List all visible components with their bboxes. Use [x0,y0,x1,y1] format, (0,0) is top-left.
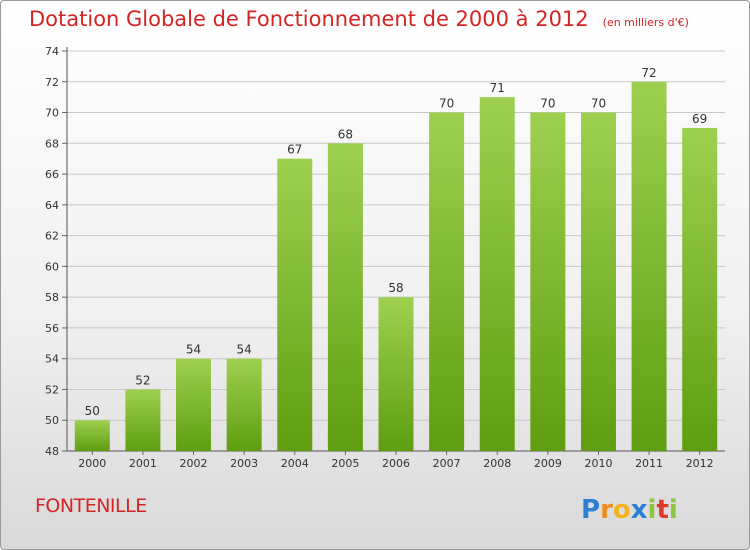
y-tick-label: 54 [45,353,59,366]
x-tick-label-2006: 2006 [382,457,410,470]
y-tick-label: 52 [45,383,59,396]
x-tick-label-2002: 2002 [180,457,208,470]
bar-2005 [327,143,363,452]
y-tick-label: 62 [45,230,59,243]
svg-text:Proxiti: Proxiti [581,495,678,525]
chart-title-text: Dotation Globale de Fonctionnement de 20… [29,7,589,31]
bar-2004 [277,158,313,451]
x-tick-label-2008: 2008 [483,457,511,470]
bars [74,81,718,452]
value-label-2005: 68 [338,127,353,141]
value-label-2008: 71 [490,81,505,95]
value-label-2003: 54 [237,343,252,357]
bar-2000 [74,420,110,451]
x-tick-label-2004: 2004 [281,457,309,470]
x-tick-label-2003: 2003 [230,457,258,470]
value-label-2004: 67 [287,143,302,157]
bar-2006 [378,297,414,451]
y-tick-label: 60 [45,260,59,273]
y-tick-label: 48 [45,445,59,458]
chart-title: Dotation Globale de Fonctionnement de 20… [29,7,689,31]
value-label-2010: 70 [591,97,606,111]
y-tick-label: 74 [45,45,59,58]
x-tick-label-2012: 2012 [686,457,714,470]
y-tick-label: 50 [45,414,59,427]
y-tick-label: 56 [45,322,59,335]
bar-2010 [580,112,616,452]
bar-2011 [631,81,667,452]
x-tick-label-2001: 2001 [129,457,157,470]
labels: 48 50 52 54 56 58 60 62 64 66 68 70 72 74 50 2000 52 2001… [45,45,714,470]
value-label-2007: 70 [439,97,454,111]
bar-2003 [226,358,262,451]
value-label-2012: 69 [692,112,707,126]
bar-2009 [530,112,566,452]
bar-2001 [125,389,161,451]
x-tick-label-2011: 2011 [635,457,663,470]
bar-2008 [479,97,515,452]
value-label-2000: 50 [85,404,100,418]
y-tick-label: 68 [45,137,59,150]
y-tick-label: 70 [45,107,59,120]
x-tick-label-2009: 2009 [534,457,562,470]
y-tick-label: 72 [45,76,59,89]
x-tick-label-2007: 2007 [433,457,461,470]
y-tick-label: 58 [45,291,59,304]
proxiti-logo: Proxiti [581,495,678,525]
commune-name: FONTENILLE [35,495,147,517]
y-tick-label: 66 [45,168,59,181]
value-label-2009: 70 [540,97,555,111]
bar-2002 [176,358,212,451]
x-tick-label-2005: 2005 [331,457,359,470]
value-label-2001: 52 [135,373,150,387]
value-label-2002: 54 [186,343,201,357]
x-tick-label-2000: 2000 [78,457,106,470]
value-label-2011: 72 [641,66,656,80]
y-tick-label: 64 [45,199,59,212]
bar-2012 [682,127,718,451]
bar-2007 [429,112,465,452]
value-label-2006: 58 [388,281,403,295]
chart-unit: (en milliers d'€) [602,16,689,29]
x-tick-label-2010: 2010 [584,457,612,470]
